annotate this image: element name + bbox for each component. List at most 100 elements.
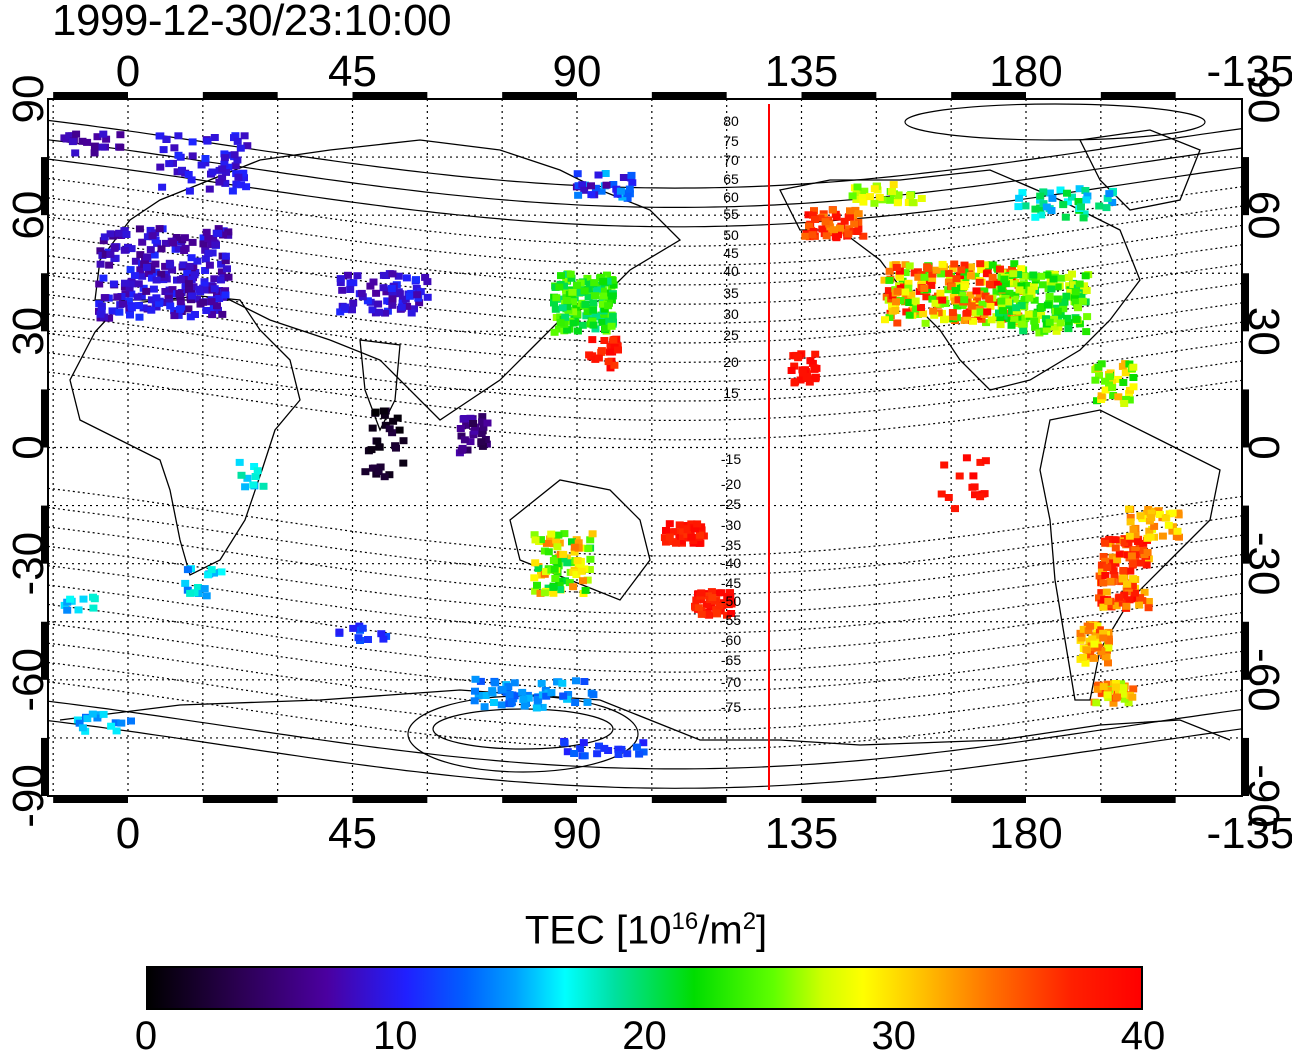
tec-pixel bbox=[588, 352, 597, 360]
tec-pixel bbox=[1090, 640, 1099, 648]
tec-pixel bbox=[614, 346, 622, 354]
tec-pixel bbox=[399, 437, 408, 445]
tec-pixel bbox=[379, 284, 388, 292]
tec-pixel bbox=[143, 253, 151, 261]
tec-pixel bbox=[530, 574, 539, 582]
lon-label-top: 135 bbox=[765, 47, 838, 96]
tec-pixel bbox=[902, 295, 911, 302]
tec-pixel bbox=[202, 307, 211, 314]
tec-pixel bbox=[1075, 185, 1084, 193]
tec-pixel bbox=[1062, 292, 1071, 300]
frame-tick bbox=[352, 92, 428, 99]
tec-pixel bbox=[507, 699, 516, 707]
tec-pixel bbox=[697, 610, 706, 618]
tec-pixel bbox=[550, 299, 558, 307]
tec-pixel bbox=[375, 308, 383, 316]
tec-pixel bbox=[379, 271, 388, 279]
tec-pixel bbox=[1017, 320, 1026, 328]
tec-pixel bbox=[66, 595, 75, 603]
tec-pixel bbox=[471, 423, 480, 431]
tec-measurements bbox=[60, 130, 1183, 760]
tec-pixel bbox=[997, 285, 1006, 293]
coastline bbox=[779, 169, 1141, 391]
tec-pixel bbox=[591, 325, 600, 333]
tec-pixel bbox=[928, 270, 937, 278]
tec-pixel bbox=[938, 296, 947, 304]
frame-tick bbox=[53, 92, 128, 99]
frame-tick bbox=[1242, 621, 1249, 680]
tec-pixel bbox=[669, 528, 677, 536]
contour-loop bbox=[904, 103, 1206, 141]
tec-pixel bbox=[168, 286, 177, 294]
tec-pixel bbox=[1158, 532, 1167, 540]
tec-pixel bbox=[217, 276, 225, 284]
contour-label: 15 bbox=[723, 385, 739, 401]
tec-pixel bbox=[1069, 281, 1078, 289]
contour-line bbox=[47, 526, 1243, 596]
tec-pixel bbox=[884, 287, 893, 295]
tec-pixel bbox=[1110, 572, 1119, 580]
tec-pixel bbox=[388, 295, 397, 303]
tec-pixel bbox=[595, 742, 603, 750]
contour-label: -30 bbox=[721, 517, 741, 533]
tec-pixel bbox=[349, 624, 358, 632]
tec-pixel bbox=[1099, 603, 1108, 611]
tec-pixel bbox=[1099, 579, 1108, 587]
tec-pixel bbox=[387, 285, 396, 292]
tec-pixel bbox=[233, 137, 242, 145]
tec-pixel bbox=[1131, 589, 1140, 597]
tec-pixel bbox=[588, 317, 597, 325]
tec-pixel bbox=[845, 225, 854, 233]
tec-pixel bbox=[183, 276, 192, 283]
tec-pixel bbox=[1017, 265, 1026, 273]
contour-label: 45 bbox=[723, 245, 739, 261]
tec-pixel bbox=[707, 602, 716, 610]
tec-pixel bbox=[577, 567, 586, 575]
frame-tick bbox=[801, 92, 877, 99]
tec-pixel bbox=[456, 425, 465, 432]
tec-pixel bbox=[586, 555, 595, 563]
tec-map: 04590135180-135-90-4504590135180-135-90-… bbox=[4, 47, 1292, 858]
tec-pixel bbox=[1008, 307, 1017, 315]
tec-pixel bbox=[858, 194, 867, 201]
tec-pixel bbox=[888, 188, 896, 195]
frame-tick bbox=[202, 796, 278, 803]
tec-pixel bbox=[952, 275, 961, 283]
contour-line bbox=[47, 603, 1243, 673]
tec-pixel bbox=[1174, 509, 1183, 517]
tec-pixel bbox=[1077, 634, 1086, 642]
tec-pixel bbox=[125, 284, 134, 292]
tec-pixel bbox=[412, 276, 420, 284]
contour-label: -40 bbox=[721, 555, 741, 571]
tec-pixel bbox=[960, 283, 969, 291]
tec-pixel bbox=[951, 505, 959, 513]
tec-pixel bbox=[165, 298, 174, 306]
contour-label: -70 bbox=[721, 674, 741, 690]
lat-label-right: 90 bbox=[1239, 75, 1288, 124]
frame-tick bbox=[1100, 796, 1176, 803]
tec-pixel bbox=[550, 565, 559, 573]
tec-pixel bbox=[811, 373, 820, 381]
tec-pixel bbox=[144, 270, 153, 277]
tec-pixel bbox=[608, 292, 617, 300]
tec-pixel bbox=[127, 304, 136, 312]
tec-pixel bbox=[530, 531, 539, 539]
tec-pixel bbox=[727, 600, 736, 608]
tec-pixel bbox=[948, 265, 957, 273]
tec-pixel bbox=[97, 302, 106, 310]
tec-pixel bbox=[552, 536, 561, 544]
tec-pixel bbox=[480, 703, 489, 711]
tec-pixel bbox=[148, 232, 157, 240]
tec-pixel bbox=[100, 294, 109, 302]
frame-tick bbox=[1242, 157, 1249, 216]
tec-pixel bbox=[985, 280, 994, 288]
tec-pixel bbox=[963, 313, 972, 321]
tec-pixel bbox=[253, 467, 262, 475]
tec-pixel bbox=[966, 272, 975, 280]
tec-pixel bbox=[221, 287, 230, 295]
tec-pixel bbox=[901, 269, 910, 277]
tec-pixel bbox=[1063, 314, 1071, 322]
frame-tick bbox=[41, 737, 48, 796]
tec-pixel bbox=[1121, 369, 1130, 377]
tec-pixel bbox=[1101, 377, 1109, 385]
